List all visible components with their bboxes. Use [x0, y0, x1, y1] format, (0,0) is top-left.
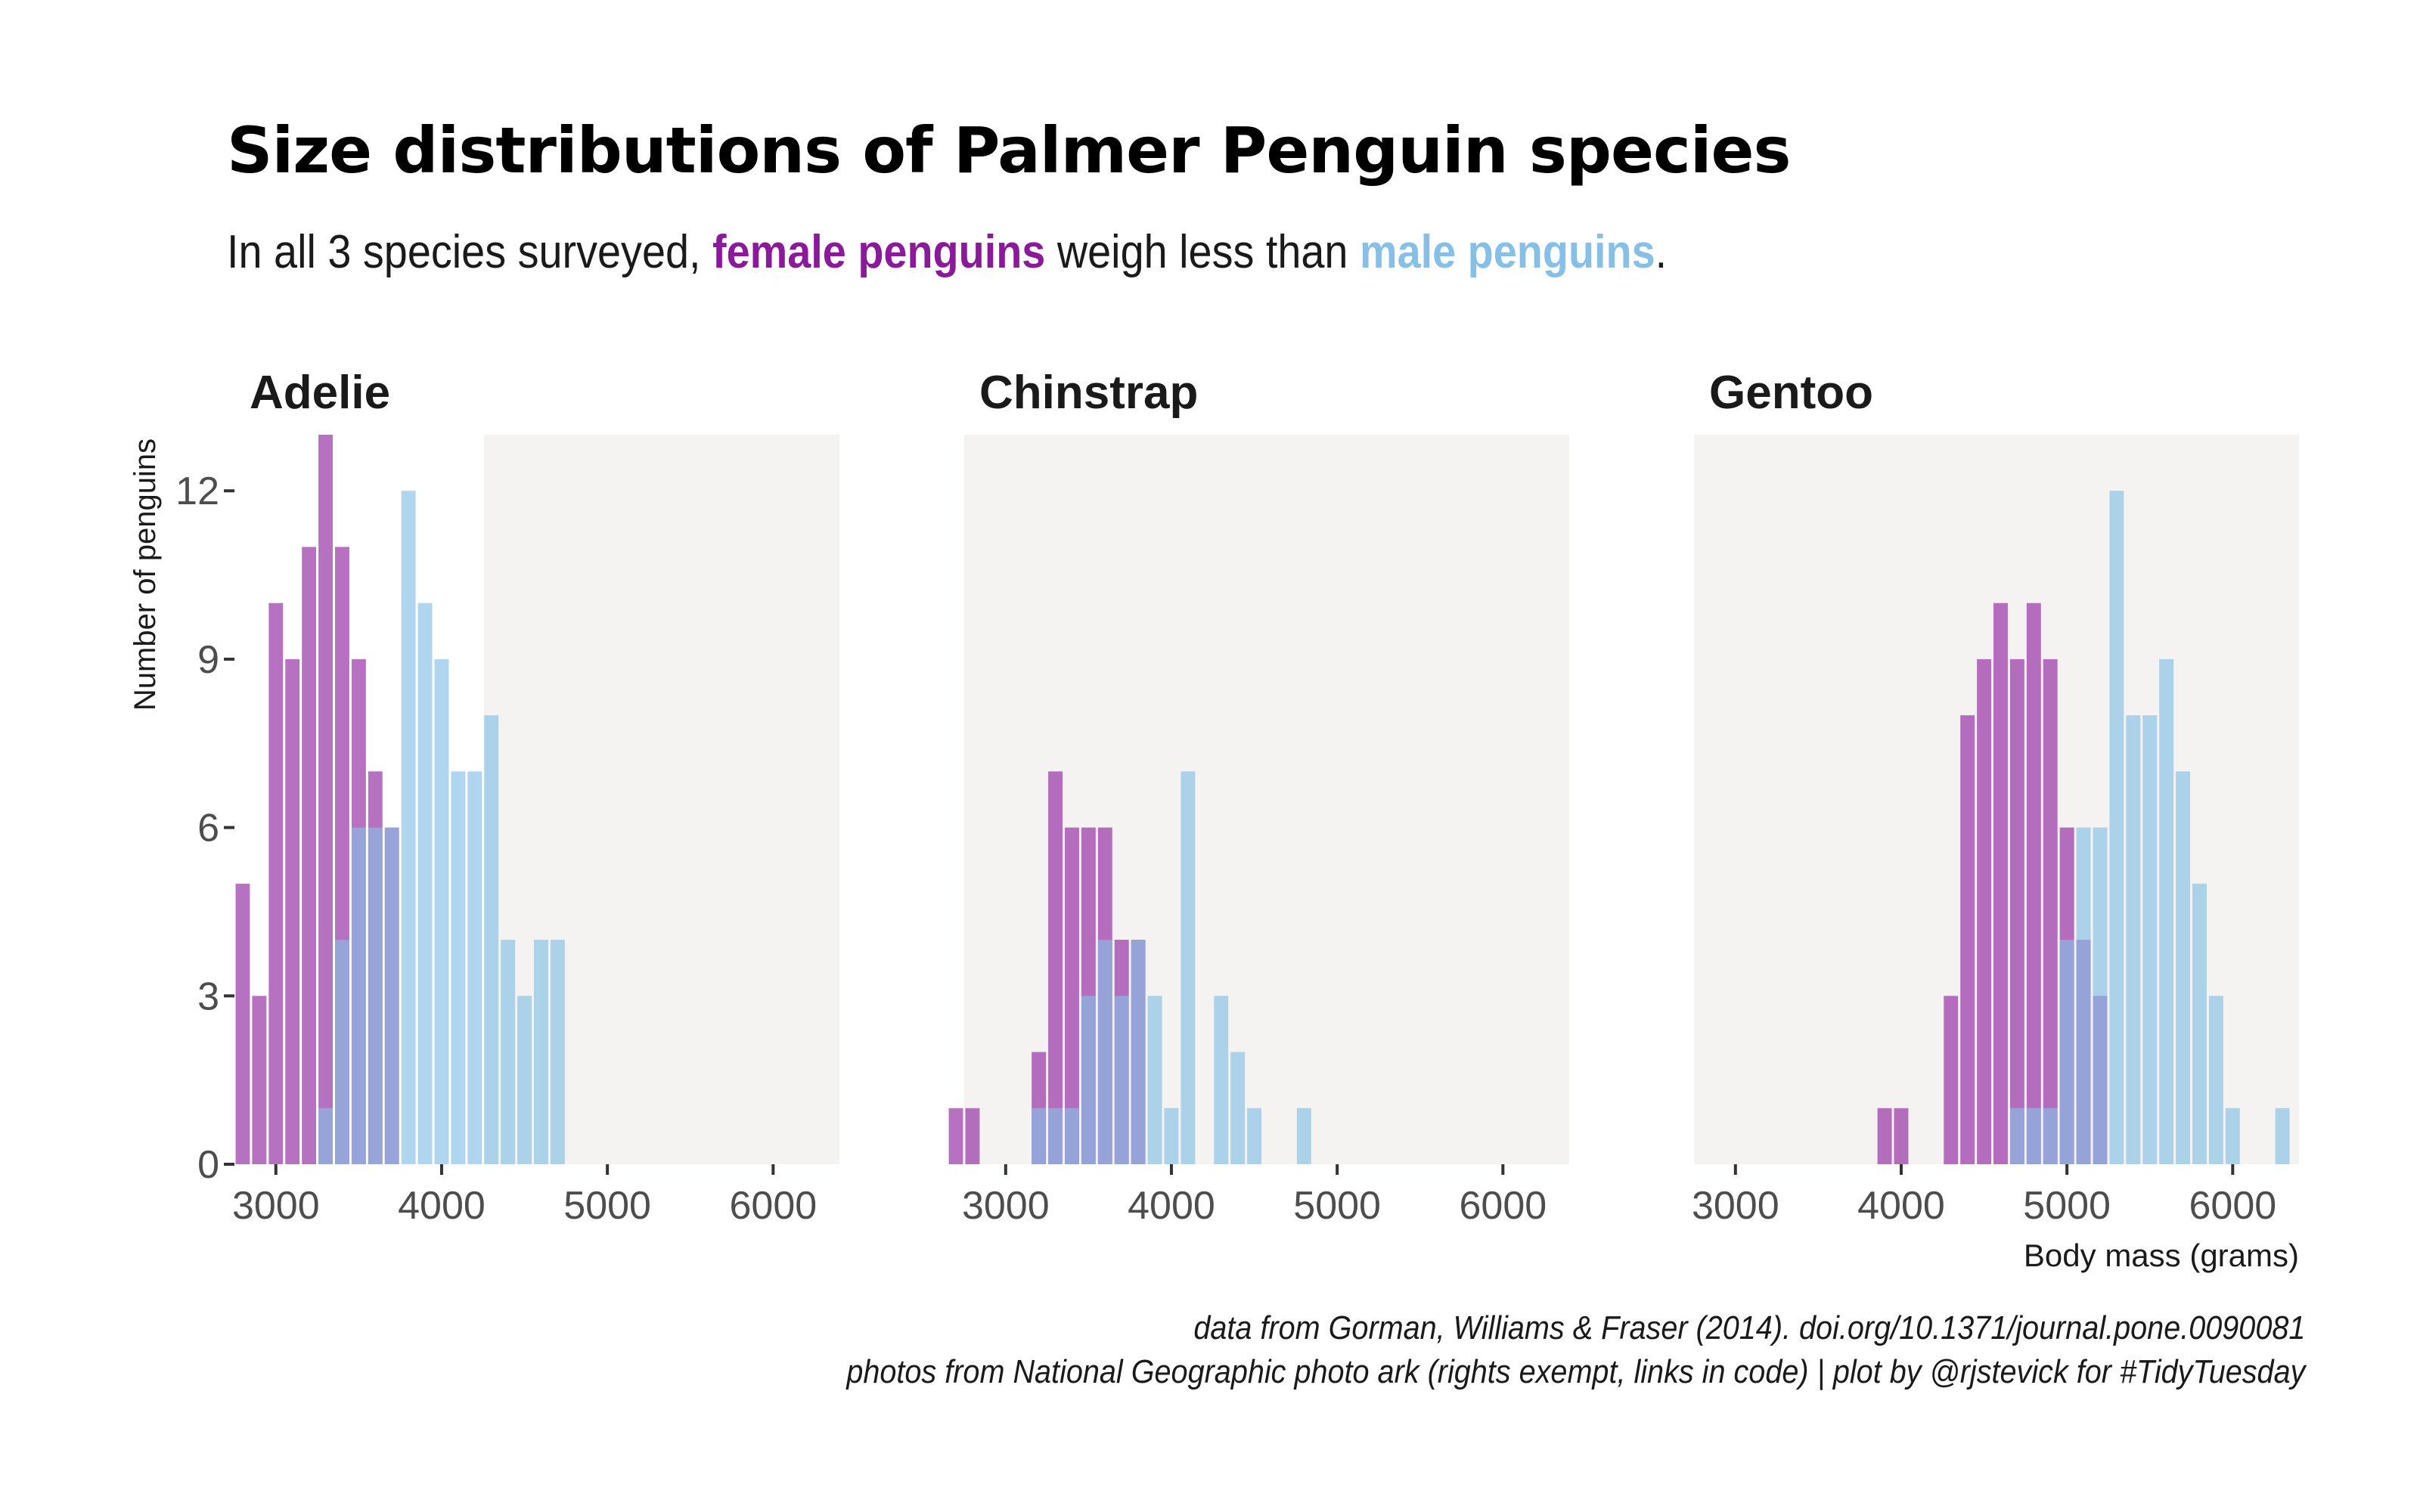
bar-male — [2225, 1108, 2240, 1164]
panel-title: Gentoo — [1709, 367, 1873, 419]
bar-male — [2059, 940, 2074, 1164]
x-tick-label: 4000 — [398, 1184, 486, 1228]
caption-data-source: data from Gorman, Williams & Fraser (201… — [1193, 1309, 2305, 1346]
x-axis-title: Body mass (grams) — [2024, 1238, 2299, 1273]
subtitle-female-highlight: female penguins — [712, 226, 1046, 278]
bar-female — [2026, 603, 2041, 1164]
bar-male — [1114, 996, 1129, 1164]
bar-male — [467, 771, 482, 1164]
x-tick-label: 6000 — [729, 1184, 817, 1228]
panel-adelie: Adelie 3000 4000 5000 6000 — [232, 367, 839, 1228]
chart-subtitle: In all 3 species surveyed, female pengui… — [227, 225, 1667, 279]
x-tick-label: 5000 — [2023, 1184, 2111, 1228]
bar-male — [2275, 1108, 2290, 1164]
bar-female — [1894, 1108, 1909, 1164]
bar-male — [335, 940, 349, 1164]
bar-male — [1230, 1052, 1246, 1164]
bar-male — [1147, 996, 1162, 1164]
bar-female — [1944, 996, 1959, 1164]
caption-photo-credit: photos from National Geographic photo ar… — [845, 1353, 2305, 1390]
bar-male — [1296, 1108, 1311, 1164]
bar-female — [252, 996, 267, 1164]
bar-female — [318, 435, 334, 1164]
bar-male — [318, 1108, 334, 1164]
bar-male — [2076, 827, 2091, 1164]
bar-male — [484, 715, 499, 1164]
bar-male — [2142, 715, 2158, 1164]
bar-female — [302, 547, 317, 1164]
bar-female — [1977, 658, 1992, 1164]
x-tick-label: 4000 — [1128, 1184, 1215, 1228]
bar-male — [401, 491, 416, 1164]
bar-female — [285, 658, 300, 1164]
bar-female — [965, 1108, 980, 1164]
bar-male — [1032, 1108, 1047, 1164]
panel-title: Chinstrap — [979, 367, 1198, 419]
bar-male — [2109, 491, 2124, 1164]
x-tick-label: 3000 — [232, 1184, 320, 1228]
bar-male — [1048, 1108, 1063, 1164]
bar-female — [1065, 827, 1079, 1164]
bar-male — [2093, 827, 2108, 1164]
bar-male — [534, 940, 548, 1164]
bar-male — [1065, 1108, 1079, 1164]
bar-male — [2208, 996, 2223, 1164]
bar-male — [2159, 658, 2174, 1164]
x-tick-label: 6000 — [2189, 1184, 2276, 1228]
subtitle-suffix: . — [1655, 226, 1668, 278]
bar-female — [235, 883, 250, 1164]
y-tick-label: 6 — [197, 807, 219, 850]
y-tick-label: 0 — [197, 1143, 219, 1187]
bar-male — [2126, 715, 2141, 1164]
panel-title: Adelie — [250, 367, 390, 419]
y-axis-title: Number of penguins — [129, 438, 162, 711]
subtitle-middle: weigh less than — [1045, 226, 1360, 278]
bar-male — [1214, 996, 1229, 1164]
bar-male — [368, 827, 383, 1164]
bar-male — [351, 827, 366, 1164]
bar-female — [1877, 1108, 1892, 1164]
x-tick-label: 3000 — [962, 1184, 1050, 1228]
bar-male — [1081, 996, 1096, 1164]
panel-gentoo: Gentoo 3000 4000 5000 6000 — [1692, 367, 2299, 1228]
bar-male — [517, 996, 532, 1164]
bar-male — [384, 827, 399, 1164]
subtitle-male-highlight: male penguins — [1359, 226, 1655, 278]
x-tick-label: 3000 — [1692, 1184, 1779, 1228]
bar-female — [268, 603, 284, 1164]
bar-female — [1993, 603, 2008, 1164]
bar-male — [2043, 1108, 2058, 1164]
bar-female — [1960, 715, 1975, 1164]
bar-male — [501, 940, 516, 1164]
panel-chinstrap: Chinstrap 3000 4000 5000 6000 — [948, 367, 1569, 1228]
subtitle-prefix: In all 3 species surveyed, — [227, 226, 713, 278]
bar-male — [2176, 771, 2191, 1164]
bar-male — [550, 940, 565, 1164]
caption: data from Gorman, Williams & Fraser (201… — [684, 1306, 2305, 1394]
bar-female — [948, 1108, 963, 1164]
bar-male — [451, 771, 466, 1164]
y-tick-label: 3 — [197, 974, 219, 1018]
x-tick-label: 4000 — [1857, 1184, 1945, 1228]
bar-male — [2009, 1108, 2024, 1164]
bar-male — [2192, 883, 2207, 1164]
bar-female — [2009, 658, 2024, 1164]
chart-title: Size distributions of Palmer Penguin spe… — [227, 113, 1792, 187]
bar-male — [2026, 1108, 2041, 1164]
bar-male — [1164, 1108, 1179, 1164]
bar-male — [1247, 1108, 1262, 1164]
bar-male — [1181, 771, 1196, 1164]
bar-male — [417, 603, 433, 1164]
x-tick-label: 6000 — [1459, 1184, 1547, 1228]
bar-male — [434, 658, 449, 1164]
bar-female — [2043, 658, 2058, 1164]
x-tick-label: 5000 — [563, 1184, 651, 1228]
bar-male — [1097, 940, 1112, 1164]
x-tick-label: 5000 — [1293, 1184, 1381, 1228]
bar-female — [1048, 771, 1063, 1164]
y-tick-label: 12 — [175, 469, 219, 513]
y-tick-label: 9 — [197, 638, 219, 682]
bar-male — [1131, 940, 1146, 1164]
